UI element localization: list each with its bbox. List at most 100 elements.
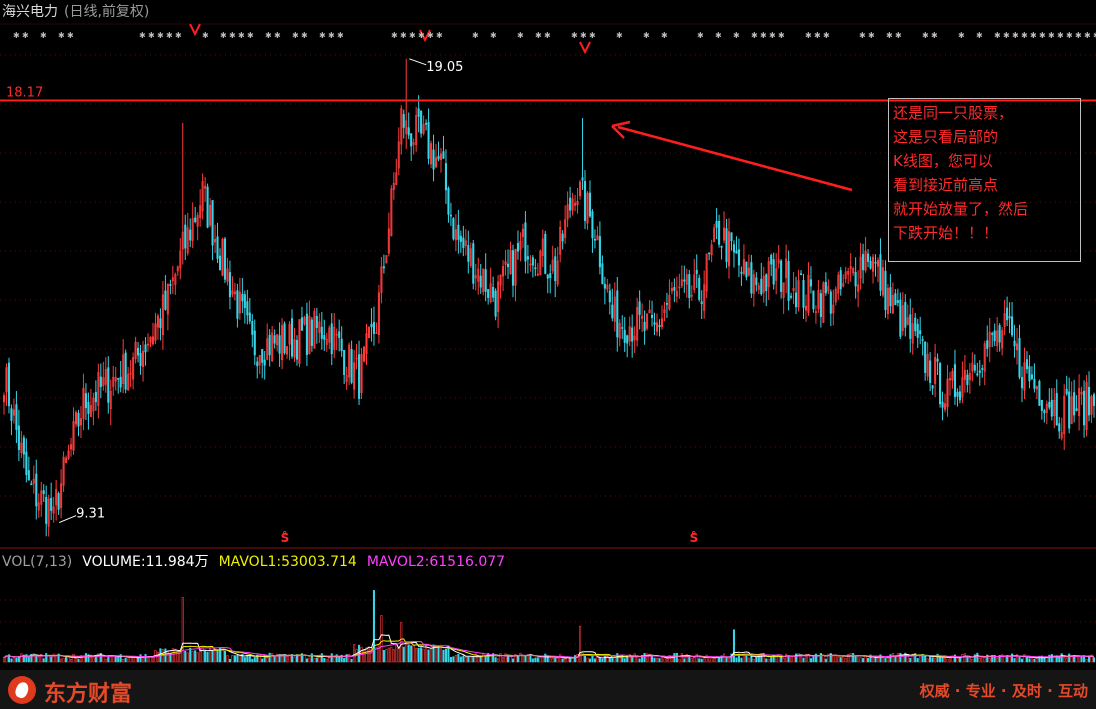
volume-bar xyxy=(407,644,410,663)
mavol1-value: MAVOL1:53003.714 xyxy=(218,554,357,570)
volume-bar xyxy=(623,658,626,663)
event-dot-icon: ✱ xyxy=(976,31,983,40)
candle-body xyxy=(171,277,174,282)
event-dot-icon: ✱ xyxy=(589,31,596,40)
volume-bar xyxy=(144,654,147,663)
volume-bar xyxy=(996,658,999,663)
candle-body xyxy=(211,200,214,246)
event-dot-icon: ✱ xyxy=(265,31,272,40)
volume-bar xyxy=(84,653,87,663)
volume-bar xyxy=(209,648,212,663)
candle-body xyxy=(72,420,75,451)
candle-body xyxy=(685,274,688,285)
candle-body xyxy=(591,211,594,239)
candle-body xyxy=(847,271,850,275)
candle-body xyxy=(437,155,440,160)
volume-bar xyxy=(330,653,333,663)
volume-bar xyxy=(194,650,197,663)
volume-bars xyxy=(2,590,1096,663)
candle-body xyxy=(576,200,579,206)
volume-bar xyxy=(432,644,435,663)
candle-body xyxy=(233,291,236,295)
volume-bar xyxy=(1018,657,1021,663)
candle-body xyxy=(1068,391,1071,429)
volume-bar xyxy=(380,615,383,663)
candle-body xyxy=(263,359,266,366)
volume-bar xyxy=(22,654,25,663)
candle-body xyxy=(993,330,996,342)
volume-bar xyxy=(87,654,90,663)
candle-body xyxy=(154,323,157,341)
candle-body xyxy=(417,108,420,117)
volume-bar xyxy=(991,655,994,663)
volume-bar xyxy=(636,656,639,663)
volume-bar xyxy=(735,657,738,663)
volume-bar xyxy=(221,648,224,663)
candle-body xyxy=(618,323,621,339)
volume-bar xyxy=(894,656,897,663)
volume-bar xyxy=(74,657,78,663)
candle-body xyxy=(521,228,524,237)
volume-bar xyxy=(911,653,914,663)
candle-body xyxy=(755,277,758,286)
event-dot-icon: ✱ xyxy=(40,31,47,40)
volume-bar xyxy=(362,649,366,663)
candle-body xyxy=(434,157,438,168)
volume-bar xyxy=(531,658,534,663)
volume-bar xyxy=(370,649,373,663)
candle-body xyxy=(395,172,398,185)
candle-body xyxy=(181,231,184,250)
candle-body xyxy=(943,403,947,410)
event-dot-icon: ✱ xyxy=(715,31,722,40)
candle-body xyxy=(1060,432,1063,439)
candle-body xyxy=(906,317,909,325)
volume-bar xyxy=(571,658,574,663)
candle-body xyxy=(402,114,405,128)
volume-bar xyxy=(405,644,408,663)
volume-bar xyxy=(228,658,231,663)
candle-body xyxy=(432,149,435,170)
candle-body xyxy=(308,315,311,354)
event-dot-icon: ✱ xyxy=(328,31,335,40)
candle-body xyxy=(725,228,728,263)
volume-bar xyxy=(750,654,753,663)
annotation-box: 还是同一只股票， 这是只看局部的 K线图，您可以 看到接近前高点 就开始放量了，… xyxy=(888,98,1081,262)
candle-body xyxy=(693,274,696,290)
volume-bar xyxy=(308,657,311,663)
signal-marker: S̊ xyxy=(281,531,290,545)
candle-body xyxy=(795,292,798,308)
volume-bar xyxy=(968,657,971,663)
candle-body xyxy=(1083,390,1086,426)
candle-body xyxy=(1053,400,1056,417)
volume-bar xyxy=(817,655,820,663)
volume-bar xyxy=(653,657,656,663)
volume-bar xyxy=(747,657,750,663)
volume-bar xyxy=(983,657,986,663)
candle-body xyxy=(266,338,269,360)
candle-body xyxy=(752,274,755,294)
volume-bar xyxy=(323,657,326,663)
volume-bar xyxy=(583,656,587,663)
volume-bar xyxy=(978,657,981,663)
volume-bar xyxy=(578,625,582,663)
volume-bar xyxy=(710,658,713,663)
event-dot-icon: ✱ xyxy=(157,31,164,40)
volume-bar xyxy=(909,658,912,663)
candle-body xyxy=(258,355,261,366)
volume-bar xyxy=(402,646,405,663)
candle-body xyxy=(251,321,254,335)
candle-body xyxy=(50,497,53,511)
candle-body xyxy=(966,374,969,385)
volume-bar xyxy=(876,657,880,663)
candle-body xyxy=(2,395,6,403)
min-pointer xyxy=(58,515,77,524)
candle-body xyxy=(509,249,512,275)
candle-body xyxy=(544,233,547,274)
volume-bar xyxy=(420,647,423,663)
volume-bar xyxy=(57,653,60,663)
volume-bar xyxy=(293,657,296,663)
volume-bar xyxy=(1060,653,1063,663)
volume-bar xyxy=(320,653,323,663)
volume-bar xyxy=(559,654,562,663)
candle-body xyxy=(375,332,378,334)
